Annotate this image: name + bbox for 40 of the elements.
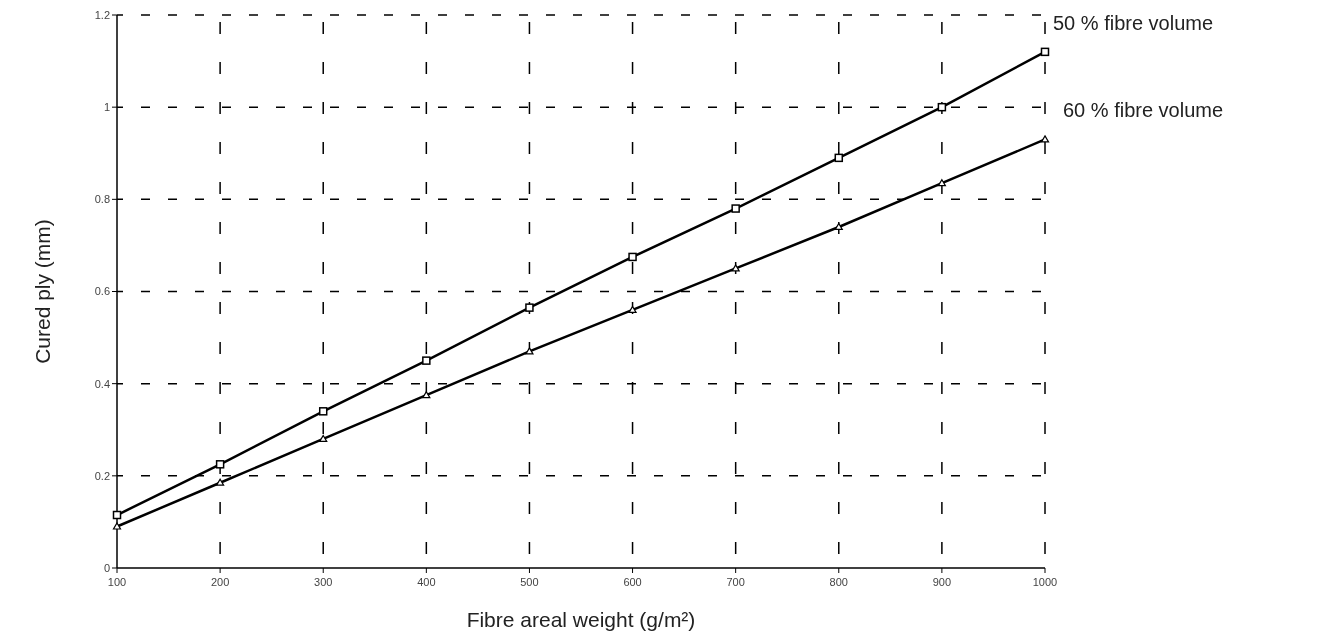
x-tick-label: 1000 [1032,576,1058,588]
y-tick-label: 1 [103,101,110,114]
x-tick-label: 300 [314,576,333,588]
point [318,407,328,416]
y-tick-label: 0.6 [94,285,110,298]
point [834,153,844,163]
point [216,478,225,486]
point [731,204,740,213]
point [628,252,637,262]
point [422,391,431,399]
y-tick-label: 0 [103,561,110,574]
point [215,460,225,469]
point [628,305,637,313]
point [112,510,122,520]
point [937,102,947,112]
point [1040,47,1050,57]
x-tick-label: 200 [210,576,230,588]
y-axis-title: Cured ply (mm) [31,219,54,364]
x-tick-label: 400 [417,576,436,588]
y-tick-label: 0.4 [94,377,110,390]
x-tick-label: 600 [623,576,642,588]
point [834,222,843,231]
point [319,434,328,443]
point [1040,135,1050,143]
series-label: 60 % fibre volume [1063,99,1224,122]
y-tick-label: 1.2 [94,8,110,21]
point [525,347,534,355]
x-tick-label: 100 [107,576,127,588]
point [525,303,534,312]
x-tick-label: 900 [932,576,952,588]
x-tick-label: 800 [829,576,848,588]
x-tick-label: 700 [726,576,745,588]
point [731,264,740,272]
y-tick-label: 0.2 [94,469,110,482]
y-tick-label: 0.8 [94,193,110,206]
x-axis-title: Fibre areal weight (g/m²) [466,608,696,631]
series-label: 50 % fibre volume [1053,11,1214,34]
point [422,356,431,365]
point [937,179,946,187]
x-tick-label: 500 [520,576,539,588]
